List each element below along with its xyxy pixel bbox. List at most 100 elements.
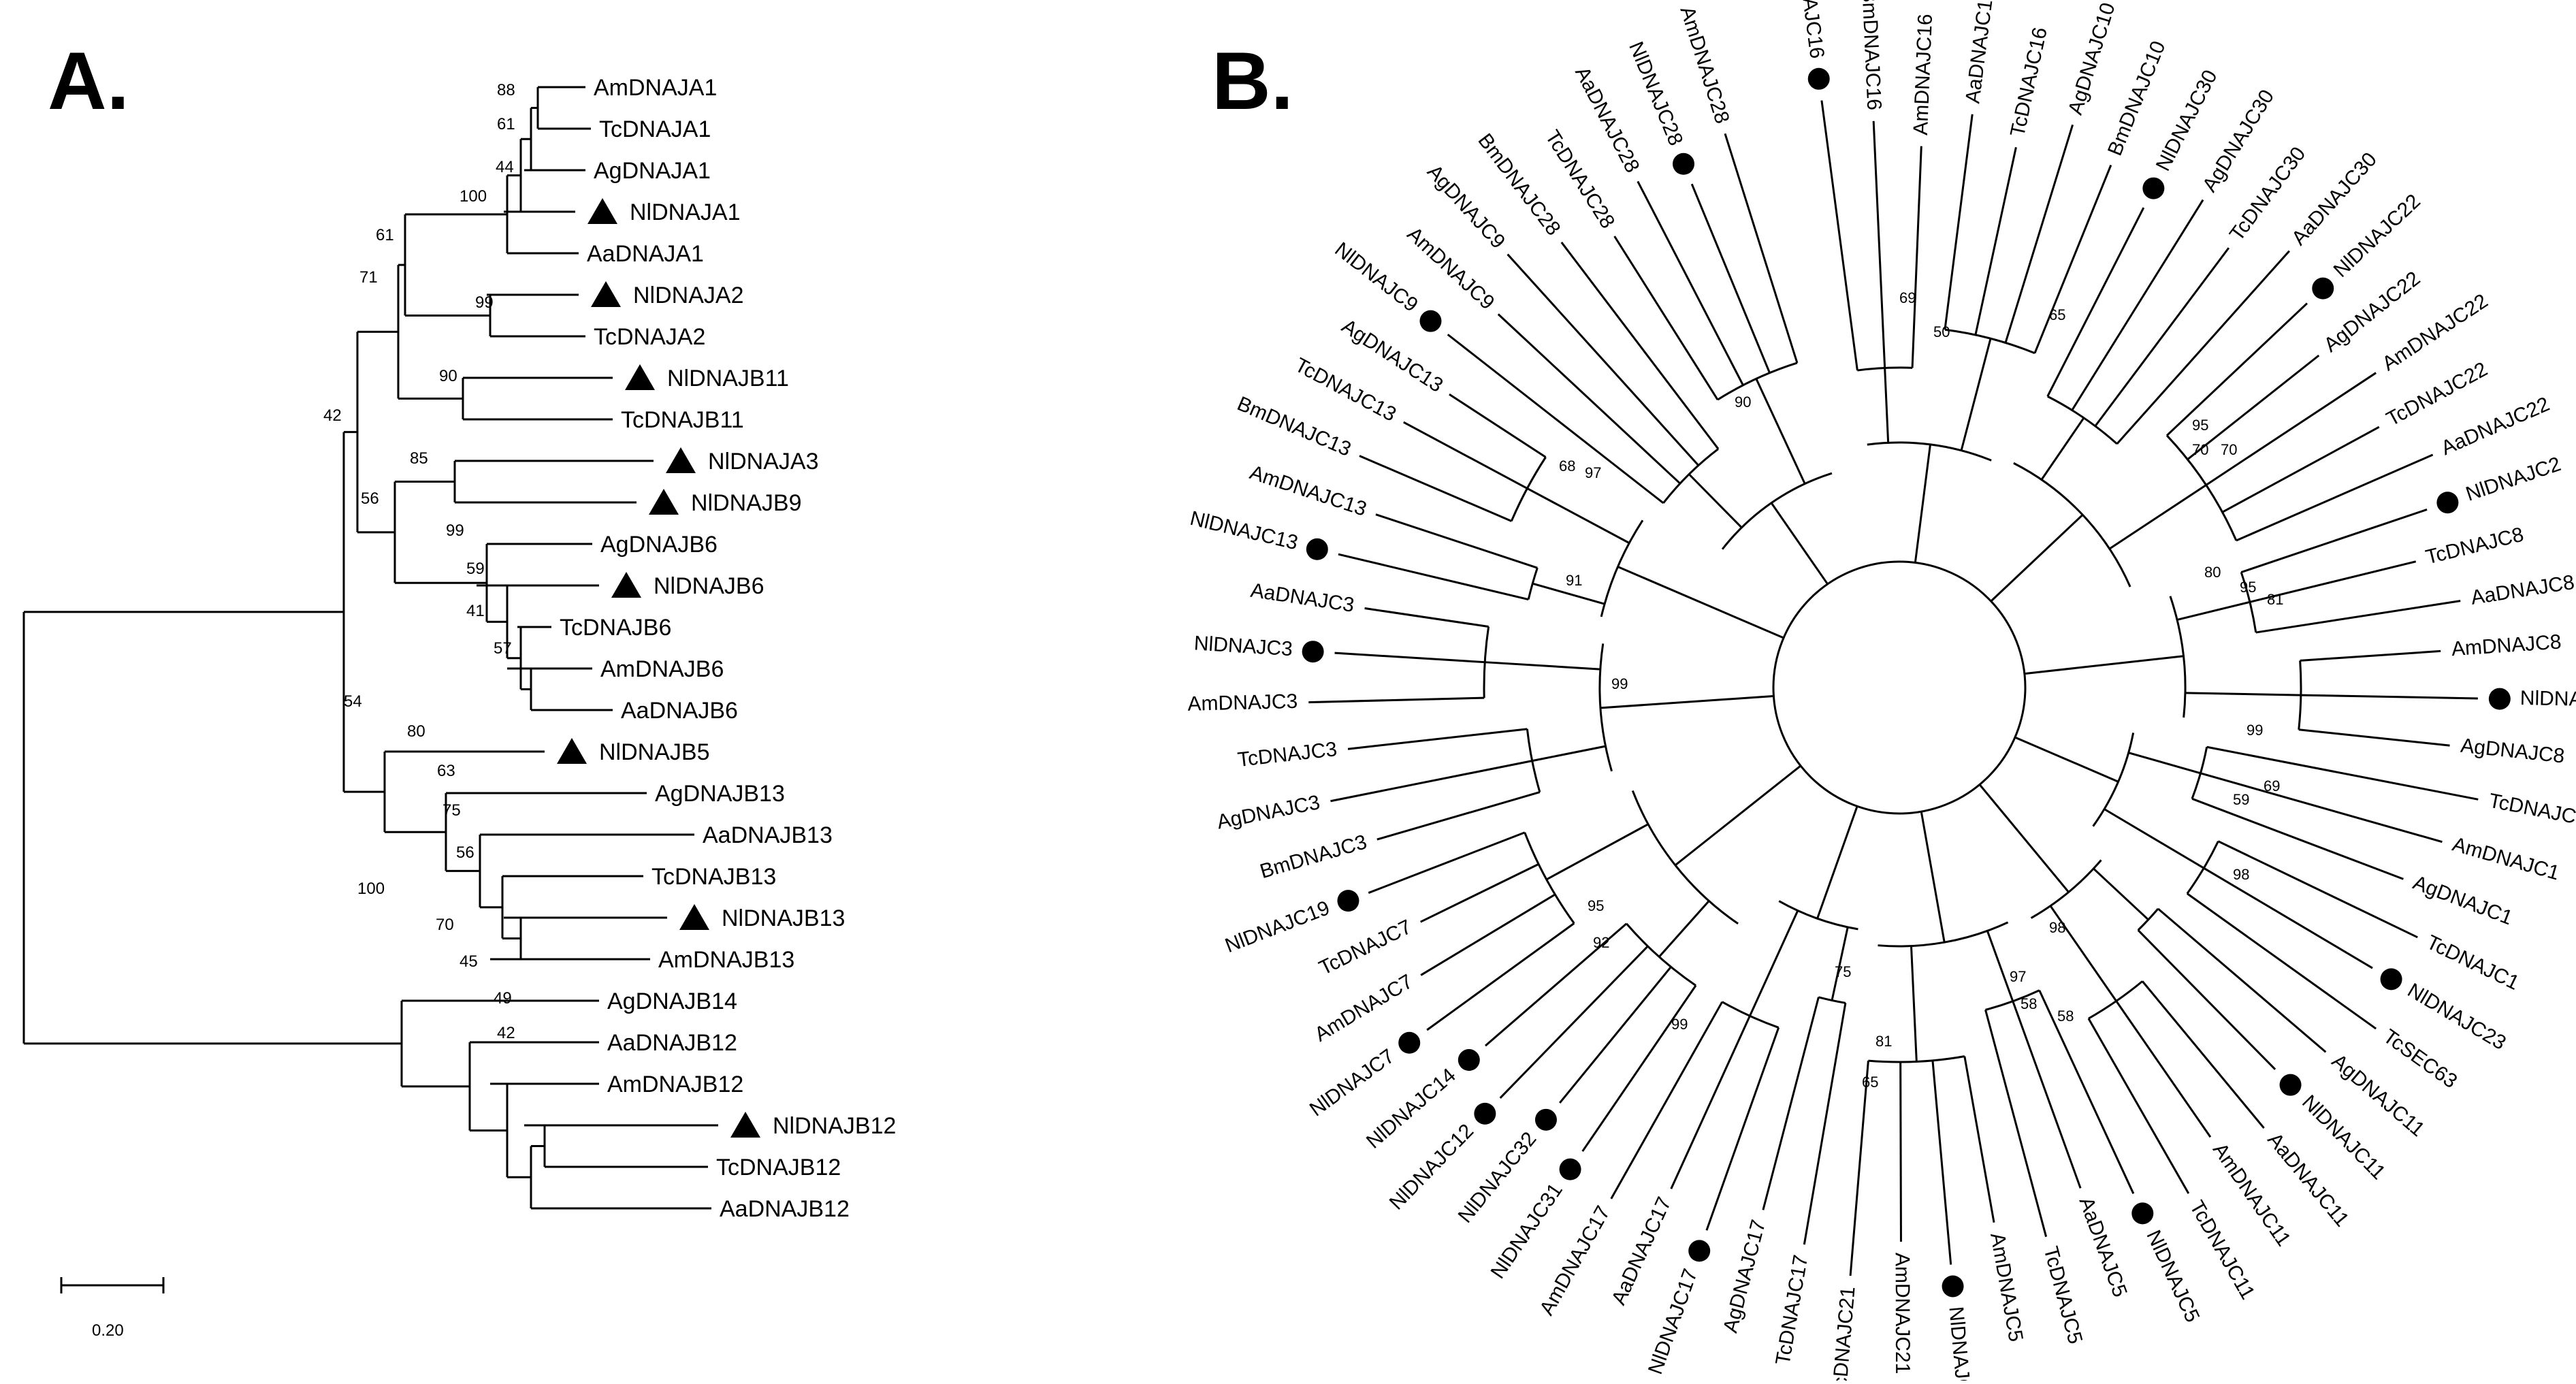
- leaf-branch: [1705, 1027, 1780, 1231]
- panel-b-tree: NlDNAJC16 BmDNAJC16 AmDNAJC16 AaDNAJC16 TcDN…: [1187, 0, 2576, 1384]
- circle-marker: [1306, 538, 1328, 560]
- bootstrap-value: 59: [466, 560, 485, 578]
- clade-arc: [1867, 441, 1992, 462]
- bootstrap-value: 99: [1611, 675, 1628, 692]
- leaf-branch: [1449, 393, 1547, 458]
- bootstrap-value: 41: [466, 602, 485, 620]
- leaf-label: BmDNAJC13: [1234, 392, 1354, 461]
- scale-bar-label: 0.20: [92, 1321, 124, 1340]
- leaf-label: TcDNAJC21: [1828, 1285, 1859, 1381]
- leaf-label: NlDNAJC7: [1306, 1045, 1399, 1121]
- leaf-branch: [2012, 1001, 2082, 1189]
- subclade-stem: [1749, 910, 1799, 1016]
- bootstrap-value: 42: [497, 1024, 515, 1042]
- leaf-branch: [2200, 772, 2443, 843]
- circle-marker: [1942, 1275, 1964, 1298]
- panel-a-tree: AmDNAJA1 TcDNAJA1 AgDNAJA1 NlDNAJA1 AaDNAJA1…: [22, 75, 896, 1222]
- leaf-label: AgDNAJC10: [2064, 0, 2120, 117]
- clade-stem: [1617, 566, 1784, 639]
- leaf-label: AmDNAJC21: [1891, 1253, 1914, 1374]
- subclade-stem: [2104, 808, 2205, 869]
- leaf-label: NlDNAJB9: [691, 490, 801, 516]
- circle-marker: [2312, 277, 2334, 300]
- bootstrap-value: 95: [2240, 579, 2256, 596]
- bootstrap-value: 80: [407, 722, 425, 741]
- subclade-stem: [1526, 487, 1630, 544]
- subclade-stem: [1658, 900, 1710, 958]
- subclade-arc: [2047, 395, 2118, 445]
- leaf-label: NlDNAJC5: [2142, 1227, 2204, 1325]
- leaf-label: NlDNAJC3: [1193, 632, 1293, 660]
- subclade-arc: [1526, 728, 1541, 793]
- bootstrap-value: 98: [2049, 919, 2065, 936]
- leaf-label: AaDNAJB12: [720, 1196, 850, 1222]
- subclade-arc: [1510, 456, 1547, 522]
- leaf-branch: [1499, 945, 1649, 1099]
- subclade-arc: [2186, 841, 2219, 895]
- bootstrap-value: 70: [2192, 441, 2208, 458]
- subclade-arc: [2191, 746, 2208, 799]
- subclade-stem: [1688, 473, 1743, 529]
- subclade-arc: [1857, 366, 1913, 372]
- bootstrap-value: 59: [2233, 791, 2249, 808]
- leaf-label: TcDNAJC7: [1316, 916, 1415, 980]
- bootstrap-value: 63: [437, 762, 455, 780]
- leaf-branch: [2004, 124, 2074, 343]
- bootstrap-value: 99: [475, 293, 494, 312]
- panel-a-label: A.: [48, 35, 129, 127]
- leaf-branch: [2255, 600, 2461, 634]
- leaf-label: AgDNAJC17: [1719, 1217, 1770, 1335]
- circle-marker: [2380, 968, 2402, 991]
- bootstrap-value: 100: [460, 187, 487, 206]
- leaf-label: AgDNAJA1: [594, 158, 711, 184]
- leaf-branch: [1690, 183, 1771, 374]
- bootstrap-value: 58: [2057, 1008, 2074, 1025]
- subclade-stem: [1485, 661, 1600, 671]
- leaf-label: TcDNAJC10: [2487, 790, 2576, 833]
- bootstrap-value: 54: [344, 692, 362, 711]
- leaf-label: BmDNAJC3: [1257, 831, 1369, 883]
- leaf-branch: [2221, 425, 2380, 513]
- leaf-label: AgDNAJC1: [2410, 871, 2515, 929]
- leaf-label: AgDNAJB13: [655, 781, 785, 807]
- leaf-label: NlDNAJB6: [654, 573, 764, 599]
- leaf-label: NlDNAJC28: [1624, 39, 1687, 149]
- leaf-branch: [1610, 1001, 1724, 1200]
- leaf-branch: [2203, 867, 2373, 969]
- leaf-branch: [1559, 966, 1672, 1104]
- bootstrap-value: 61: [497, 115, 515, 133]
- triangle-marker: [591, 281, 621, 307]
- leaf-label: AmDNAJC28: [1675, 3, 1733, 126]
- clade-stem: [2014, 736, 2119, 783]
- leaf-label: TcDNAJB6: [560, 615, 671, 641]
- leaf-branch: [1403, 421, 1528, 489]
- leaf-branch: [2046, 207, 2145, 397]
- bootstrap-value: 90: [439, 367, 457, 385]
- leaf-label: NlDNAJB11: [667, 366, 789, 391]
- leaf-label: NlDNAJC8: [2520, 687, 2576, 711]
- leaf-label: AmDNAJC16: [1910, 14, 1937, 136]
- leaf-label: NlDNAJA2: [633, 283, 743, 308]
- triangle-marker: [666, 447, 696, 473]
- leaf-label: AaDNAJB13: [703, 822, 833, 848]
- bootstrap-value: 80: [2204, 564, 2221, 581]
- leaf-branch: [1974, 146, 2017, 336]
- circle-marker: [1534, 1108, 1557, 1131]
- bootstrap-value: 61: [376, 226, 394, 244]
- bootstrap-value: 81: [2267, 591, 2283, 608]
- leaf-label: AaDNAJC16: [1961, 0, 1998, 105]
- bootstrap-value: 70: [2221, 441, 2237, 458]
- subclade-arc: [1944, 328, 2035, 355]
- leaf-branch: [1963, 1056, 1995, 1223]
- leaf-branch: [1308, 696, 1485, 704]
- circle-marker: [1559, 1158, 1581, 1180]
- leaf-label: NlDNAJC19: [1222, 897, 1333, 957]
- leaf-branch: [2300, 649, 2441, 662]
- leaf-branch: [1872, 120, 1886, 368]
- subclade-arc: [2240, 572, 2257, 633]
- leaf-branch: [1820, 100, 1858, 371]
- bootstrap-value: 95: [1588, 897, 1604, 914]
- bootstrap-value: 69: [2264, 777, 2280, 794]
- bootstrap-value: 95: [2192, 417, 2208, 434]
- bootstrap-value: 99: [446, 521, 464, 540]
